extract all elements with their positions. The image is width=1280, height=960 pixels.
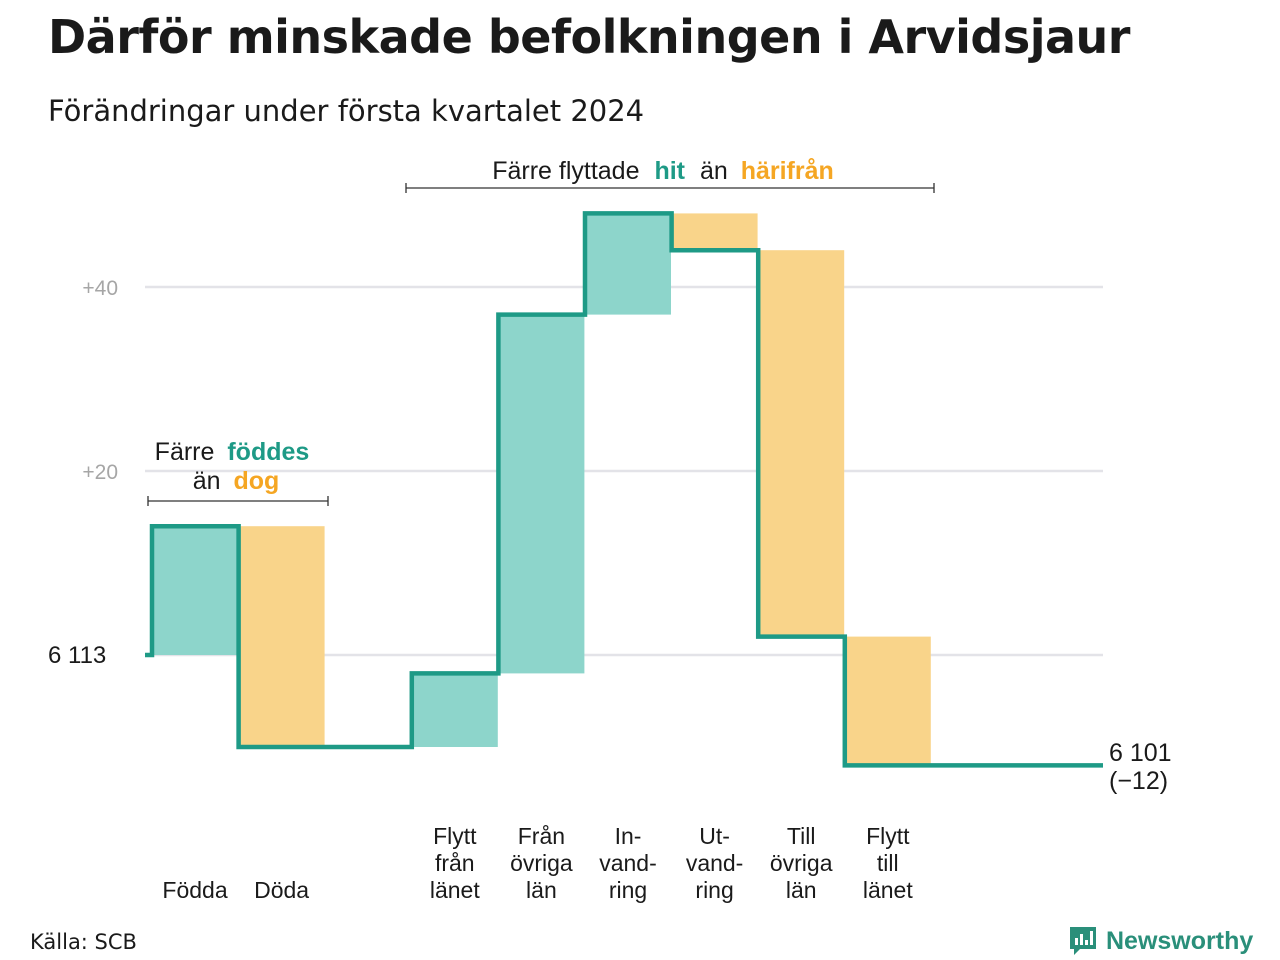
y-tick-label-2: +40 bbox=[82, 277, 118, 300]
bar-3 bbox=[498, 314, 585, 674]
category-label-3-line-2: län bbox=[526, 877, 557, 903]
bar-7 bbox=[844, 636, 931, 766]
category-label-1: Döda bbox=[254, 877, 309, 903]
source-note: Källa: SCB bbox=[30, 930, 137, 954]
category-label-2-line-1: från bbox=[435, 850, 475, 876]
category-label-2-line-0: Flytt bbox=[433, 823, 477, 849]
category-label-5-line-2: ring bbox=[695, 877, 733, 903]
bar-5 bbox=[671, 213, 758, 251]
y-tick-labels: 6 113 +20 +40 bbox=[48, 277, 118, 669]
annotation-births-farre: Färre bbox=[155, 438, 215, 466]
category-label-5: Ut-vand-ring bbox=[686, 823, 744, 903]
annotation-births-line1: Färre föddes bbox=[155, 438, 310, 466]
category-label-1-line-0: Döda bbox=[254, 877, 309, 903]
annotation-moves-harifran: härifrån bbox=[741, 157, 834, 185]
category-label-4-line-2: ring bbox=[609, 877, 647, 903]
category-label-3-line-1: övriga bbox=[510, 850, 573, 876]
bar-1 bbox=[238, 526, 325, 747]
category-label-4-line-1: vand- bbox=[599, 850, 657, 876]
annotation-moves-an: än bbox=[700, 157, 728, 185]
category-label-7: Flytt till länet bbox=[863, 823, 913, 903]
chart-title: Därför minskade befolkningen i Arvidsjau… bbox=[48, 10, 1130, 64]
y-tick-label-1: +20 bbox=[82, 461, 118, 484]
category-label-5-line-1: vand- bbox=[686, 850, 744, 876]
annotation-births-an: än bbox=[193, 467, 221, 495]
chart-subtitle: Förändringar under första kvartalet 2024 bbox=[48, 94, 645, 128]
category-label-7-line-2: länet bbox=[863, 877, 913, 903]
category-label-6-line-1: övriga bbox=[770, 850, 833, 876]
step-line bbox=[145, 211, 1103, 768]
category-label-6: Till övriga län bbox=[770, 823, 833, 903]
bar-6 bbox=[758, 250, 845, 637]
bar-4 bbox=[585, 213, 671, 315]
category-label-3: Från övriga län bbox=[510, 823, 573, 903]
category-label-6-line-0: Till bbox=[787, 823, 816, 849]
brand-name: Newsworthy bbox=[1106, 926, 1254, 955]
category-label-5-line-0: Ut- bbox=[699, 823, 730, 849]
category-label-0: Födda bbox=[162, 877, 227, 903]
category-label-4: In-vand-ring bbox=[599, 823, 657, 903]
brand-logo: Newsworthy bbox=[1068, 925, 1253, 957]
bars bbox=[152, 213, 931, 766]
annotation-moves-a: Färre flyttade bbox=[492, 157, 639, 185]
category-label-2-line-2: länet bbox=[430, 877, 480, 903]
category-label-4-line-0: In- bbox=[615, 823, 642, 849]
end-label-value: 6 101 bbox=[1109, 739, 1172, 767]
end-label: 6 101 (−12) bbox=[1109, 739, 1172, 795]
bar-2 bbox=[411, 673, 498, 747]
y-tick-label-0: 6 113 bbox=[48, 642, 106, 669]
running-total-line bbox=[145, 211, 1103, 768]
annotations: Färre föddes än dog Färre flyttade hit ä… bbox=[147, 157, 935, 506]
end-label-change: (−12) bbox=[1109, 767, 1168, 795]
annotation-births-foddes: föddes bbox=[227, 438, 309, 466]
annotation-moves: Färre flyttade hit än härifrån bbox=[492, 157, 834, 185]
category-label-0-line-0: Födda bbox=[162, 877, 227, 903]
annotation-births-line2: än dog bbox=[193, 467, 280, 495]
annotation-births-dog: dog bbox=[233, 467, 279, 495]
category-label-7-line-0: Flytt bbox=[866, 823, 910, 849]
category-label-2: Flytt från länet bbox=[430, 823, 480, 903]
category-label-3-line-0: Från bbox=[518, 823, 565, 849]
annotation-moves-hit: hit bbox=[654, 157, 685, 185]
category-label-6-line-2: län bbox=[786, 877, 817, 903]
category-label-7-line-1: till bbox=[877, 850, 899, 876]
bar-0 bbox=[152, 526, 238, 655]
newsworthy-logo-icon bbox=[1070, 927, 1096, 955]
